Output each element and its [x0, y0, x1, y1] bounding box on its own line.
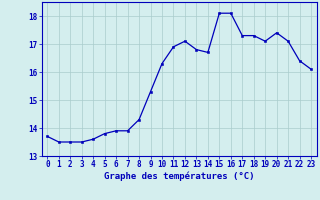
X-axis label: Graphe des températures (°C): Graphe des températures (°C)	[104, 172, 254, 181]
